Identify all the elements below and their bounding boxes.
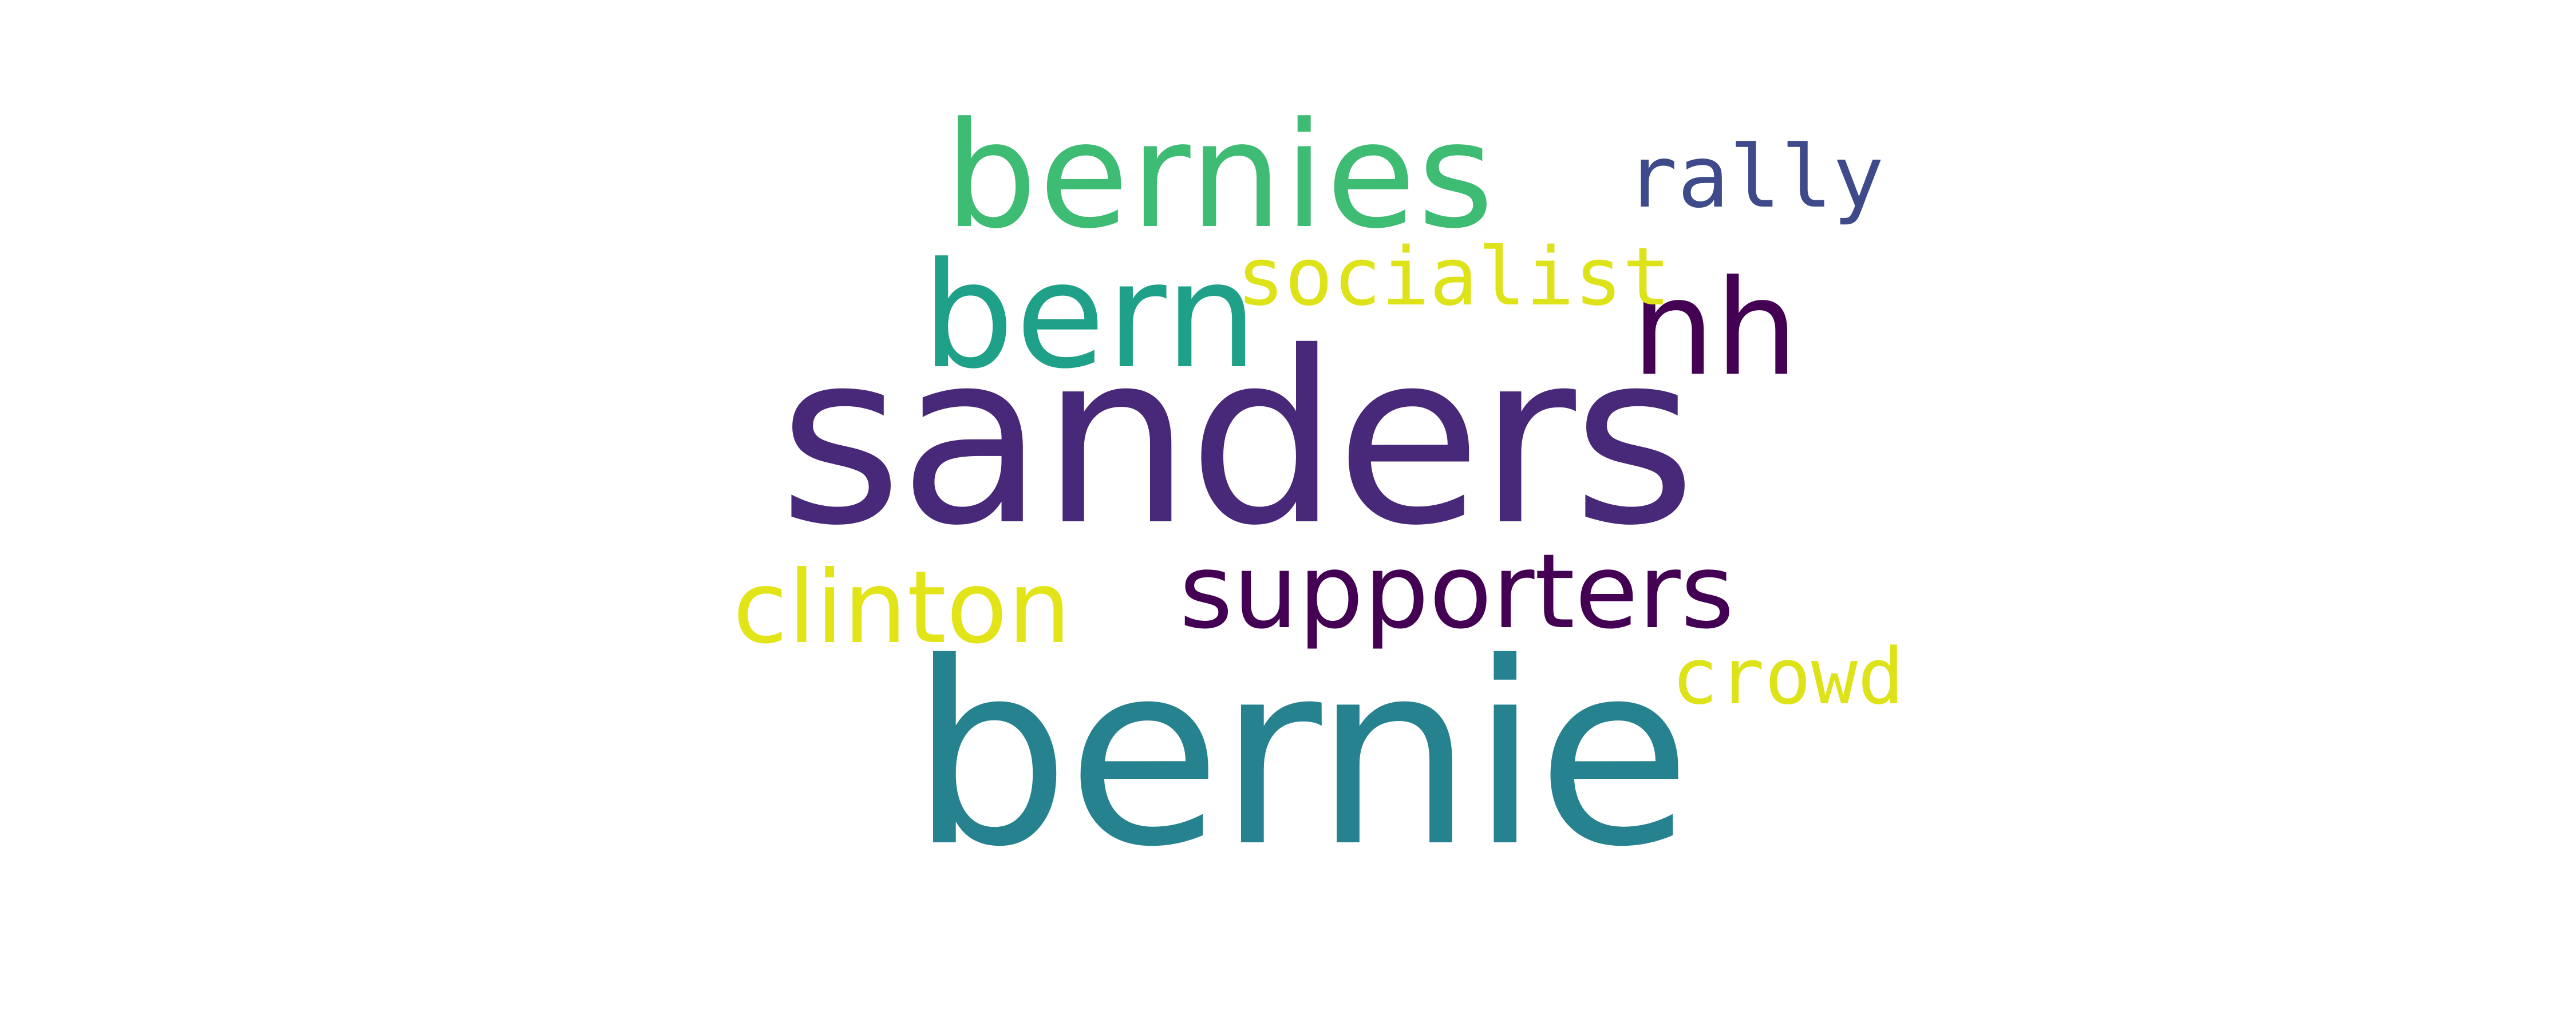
word-nh: nh	[1631, 252, 1799, 405]
word-crowd: crowd	[1672, 632, 1905, 722]
word-clinton: clinton	[733, 550, 1071, 666]
word-sanders: sanders	[779, 301, 1696, 577]
word-bern: bern	[922, 231, 1259, 401]
word-socialist: socialist	[1236, 231, 1671, 324]
word-supporters: supporters	[1179, 532, 1735, 652]
word-bernies: bernies	[945, 91, 1496, 261]
word-bernie: bernie	[910, 609, 1692, 902]
word-rally: rally	[1626, 128, 1884, 227]
